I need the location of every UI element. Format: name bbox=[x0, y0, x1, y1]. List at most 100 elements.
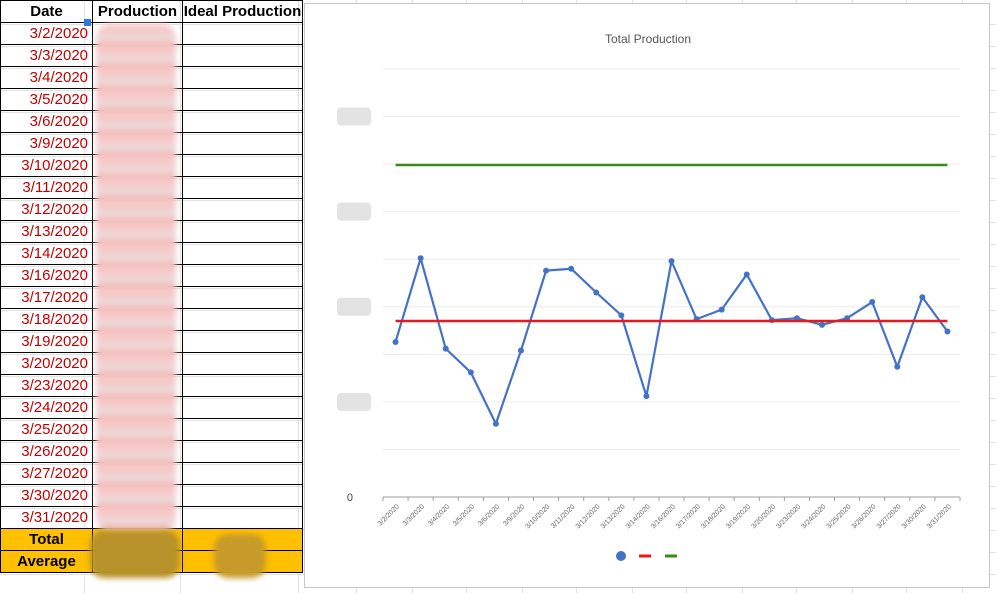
header-ideal-production[interactable]: Ideal Production bbox=[182, 0, 303, 23]
ideal-production-cell[interactable] bbox=[182, 308, 303, 331]
x-tick-label: 3/3/2020 bbox=[402, 503, 426, 527]
x-tick-label: 3/17/2020 bbox=[675, 503, 702, 530]
date-cell[interactable]: 3/14/2020 bbox=[0, 242, 93, 265]
header-row: Date Production Ideal Production bbox=[0, 0, 303, 23]
x-tick-label: 3/30/2020 bbox=[901, 503, 928, 530]
series-1-point bbox=[668, 258, 675, 265]
ideal-production-cell[interactable] bbox=[182, 198, 303, 221]
redacted-ideal-average bbox=[214, 534, 266, 578]
series-1-point bbox=[492, 420, 499, 427]
ideal-production-cell[interactable] bbox=[182, 330, 303, 353]
ideal-production-cell[interactable] bbox=[182, 374, 303, 397]
date-cell[interactable]: 3/31/2020 bbox=[0, 506, 93, 529]
total-label[interactable]: Total bbox=[0, 528, 93, 551]
date-cell[interactable]: 3/3/2020 bbox=[0, 44, 93, 67]
x-tick-label: 3/10/2020 bbox=[524, 503, 551, 530]
header-production[interactable]: Production bbox=[92, 0, 183, 23]
ideal-production-cell[interactable] bbox=[182, 220, 303, 243]
redacted-y-tick-label bbox=[337, 392, 371, 411]
date-cell[interactable]: 3/20/2020 bbox=[0, 352, 93, 375]
ideal-production-cell[interactable] bbox=[182, 154, 303, 177]
ideal-production-cell[interactable] bbox=[182, 22, 303, 45]
x-tick-label: 3/27/2020 bbox=[876, 503, 903, 530]
series-1-point bbox=[392, 338, 399, 345]
date-cell[interactable]: 3/9/2020 bbox=[0, 132, 93, 155]
x-tick-label: 3/19/2020 bbox=[725, 503, 752, 530]
series-1-point bbox=[869, 299, 876, 306]
series-1-point bbox=[743, 271, 750, 278]
ideal-production-cell[interactable] bbox=[182, 506, 303, 529]
date-cell[interactable]: 3/6/2020 bbox=[0, 110, 93, 133]
ideal-production-cell[interactable] bbox=[182, 132, 303, 155]
x-tick-label: 3/25/2020 bbox=[826, 503, 853, 530]
ideal-production-cell[interactable] bbox=[182, 242, 303, 265]
series-1-point bbox=[919, 294, 926, 301]
ideal-production-cell[interactable] bbox=[182, 286, 303, 309]
series-1-point bbox=[417, 255, 424, 262]
x-tick-label: 3/5/2020 bbox=[452, 503, 476, 527]
date-cell[interactable]: 3/25/2020 bbox=[0, 418, 93, 441]
date-cell[interactable]: 3/26/2020 bbox=[0, 440, 93, 463]
x-tick-label: 3/24/2020 bbox=[800, 503, 827, 530]
ideal-production-cell[interactable] bbox=[182, 484, 303, 507]
series-1-point bbox=[618, 312, 625, 319]
date-cell[interactable]: 3/19/2020 bbox=[0, 330, 93, 353]
date-cell[interactable]: 3/11/2020 bbox=[0, 176, 93, 199]
series-1-point bbox=[543, 267, 550, 274]
series-1-point bbox=[467, 369, 474, 376]
series-1-point bbox=[819, 321, 826, 328]
date-cell[interactable]: 3/13/2020 bbox=[0, 220, 93, 243]
ideal-production-cell[interactable] bbox=[182, 264, 303, 287]
x-tick-label: 3/18/2020 bbox=[700, 503, 727, 530]
ideal-production-cell[interactable] bbox=[182, 462, 303, 485]
x-tick-label: 3/31/2020 bbox=[926, 503, 953, 530]
series-1-point bbox=[793, 315, 800, 322]
x-tick-label: 3/11/2020 bbox=[550, 503, 577, 530]
x-tick-label: 3/16/2020 bbox=[650, 503, 677, 530]
ideal-production-cell[interactable] bbox=[182, 44, 303, 67]
x-tick-label: 3/4/2020 bbox=[427, 503, 451, 527]
date-cell[interactable]: 3/17/2020 bbox=[0, 286, 93, 309]
date-cell[interactable]: 3/16/2020 bbox=[0, 264, 93, 287]
ideal-production-cell[interactable] bbox=[182, 110, 303, 133]
redacted-y-tick-label bbox=[337, 202, 371, 221]
x-tick-label: 3/9/2020 bbox=[502, 503, 526, 527]
ideal-production-cell[interactable] bbox=[182, 352, 303, 375]
series-1-point bbox=[718, 306, 725, 313]
series-1-point bbox=[568, 265, 575, 272]
date-cell[interactable]: 3/24/2020 bbox=[0, 396, 93, 419]
redacted-production-values bbox=[96, 24, 176, 532]
ideal-production-cell[interactable] bbox=[182, 176, 303, 199]
date-cell[interactable]: 3/5/2020 bbox=[0, 88, 93, 111]
series-1-point bbox=[894, 363, 901, 370]
date-cell[interactable]: 3/2/2020 bbox=[0, 22, 93, 45]
redacted-y-tick-label bbox=[337, 297, 371, 316]
x-tick-label: 3/23/2020 bbox=[775, 503, 802, 530]
chart-plot: 0 3/2/2020 3/3/2020 3/4/2020 3/5/2020 3/6/202… bbox=[337, 68, 961, 561]
legend-series-2-marker bbox=[639, 554, 651, 558]
ideal-production-cell[interactable] bbox=[182, 66, 303, 89]
ideal-production-cell[interactable] bbox=[182, 88, 303, 111]
date-cell[interactable]: 3/18/2020 bbox=[0, 308, 93, 331]
ideal-production-cell[interactable] bbox=[182, 418, 303, 441]
y-tick-label-zero: 0 bbox=[347, 492, 353, 504]
date-cell[interactable]: 3/12/2020 bbox=[0, 198, 93, 221]
date-cell[interactable]: 3/30/2020 bbox=[0, 484, 93, 507]
selection-handle[interactable] bbox=[84, 19, 91, 26]
series-1-point bbox=[643, 393, 650, 400]
redacted-y-tick-label bbox=[337, 107, 371, 126]
x-tick-label: 3/6/2020 bbox=[477, 503, 501, 527]
date-cell[interactable]: 3/23/2020 bbox=[0, 374, 93, 397]
header-date[interactable]: Date bbox=[0, 0, 93, 23]
series-1-point bbox=[593, 289, 600, 296]
series-1-point bbox=[844, 315, 851, 322]
date-cell[interactable]: 3/4/2020 bbox=[0, 66, 93, 89]
chart-title: Total Production bbox=[604, 32, 692, 46]
date-cell[interactable]: 3/27/2020 bbox=[0, 462, 93, 485]
ideal-production-cell[interactable] bbox=[182, 440, 303, 463]
production-chart[interactable]: Total Production 0 3/2/2020 3/3/2020 3/4/20… bbox=[304, 3, 990, 588]
x-tick-label: 3/26/2020 bbox=[851, 503, 878, 530]
average-label[interactable]: Average bbox=[0, 550, 93, 573]
ideal-production-cell[interactable] bbox=[182, 396, 303, 419]
date-cell[interactable]: 3/10/2020 bbox=[0, 154, 93, 177]
